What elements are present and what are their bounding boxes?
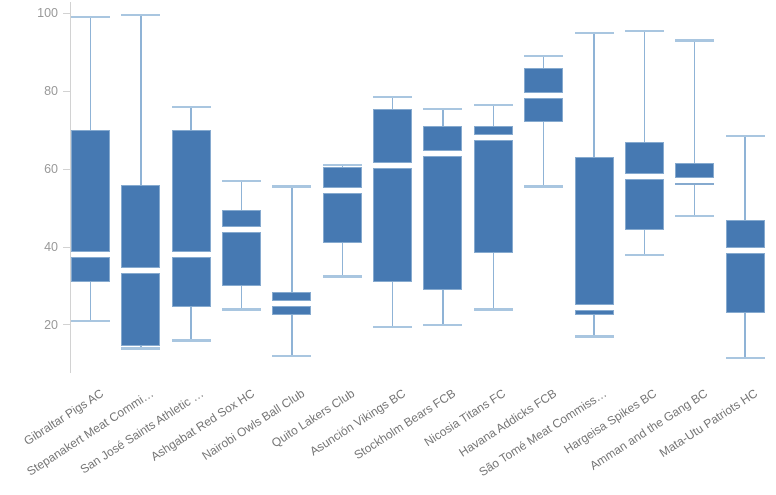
whisker-lower-stem bbox=[593, 315, 595, 337]
whisker-lower-stem bbox=[190, 307, 192, 341]
whisker-cap-low bbox=[624, 253, 664, 257]
whisker-upper-stem bbox=[291, 186, 293, 292]
box-median-q1 bbox=[675, 183, 715, 186]
whisker-cap-low bbox=[121, 347, 161, 350]
whisker-cap-high bbox=[624, 29, 664, 33]
box-q3-median bbox=[725, 219, 765, 249]
whisker-cap-high bbox=[71, 15, 110, 19]
box-median-q1 bbox=[272, 306, 312, 316]
whisker-lower-stem bbox=[240, 286, 243, 310]
whisker-upper-stem bbox=[89, 17, 92, 131]
whisker-cap-low bbox=[171, 339, 211, 342]
box-q3-median bbox=[473, 126, 513, 136]
whisker-cap-high bbox=[121, 13, 161, 17]
y-tick-label: 40 bbox=[44, 240, 58, 255]
y-tick-mark bbox=[63, 324, 70, 326]
y-tick-label: 100 bbox=[37, 6, 58, 21]
whisker-lower-stem bbox=[89, 282, 92, 322]
box-median-q1 bbox=[222, 232, 262, 286]
box-median-q1 bbox=[624, 179, 664, 230]
whisker-upper-stem bbox=[190, 106, 192, 131]
y-tick-mark bbox=[63, 90, 70, 92]
whisker-cap-high bbox=[524, 54, 564, 58]
y-tick-label: 80 bbox=[44, 84, 58, 99]
box-q3-median bbox=[624, 141, 664, 175]
whisker-lower-stem bbox=[693, 184, 696, 216]
box-q3-median bbox=[171, 130, 211, 253]
whisker-cap-high bbox=[322, 163, 362, 167]
whisker-cap-low bbox=[322, 275, 362, 278]
box-median-q1 bbox=[171, 257, 211, 308]
whisker-cap-low bbox=[71, 319, 110, 323]
y-tick-mark bbox=[63, 168, 70, 170]
box-q3-median bbox=[675, 163, 715, 179]
whisker-cap-low bbox=[725, 356, 765, 360]
box-q3-median bbox=[574, 157, 614, 305]
whisker-cap-high bbox=[373, 95, 413, 99]
whisker-cap-high bbox=[272, 185, 312, 188]
whisker-upper-stem bbox=[542, 56, 545, 68]
whisker-upper-stem bbox=[744, 136, 746, 220]
box-median-q1 bbox=[473, 140, 513, 253]
whisker-cap-high bbox=[423, 107, 463, 110]
y-tick-mark bbox=[63, 246, 70, 248]
box-median-q1 bbox=[524, 97, 564, 123]
box-q3-median bbox=[71, 130, 110, 253]
box-median-q1 bbox=[574, 309, 614, 316]
box-q3-median bbox=[423, 126, 463, 152]
whisker-cap-low bbox=[272, 354, 312, 358]
box-q3-median bbox=[373, 108, 413, 163]
whisker-lower-stem bbox=[341, 243, 343, 277]
y-axis-line bbox=[70, 2, 71, 373]
y-tick-mark bbox=[63, 12, 70, 14]
whisker-cap-low bbox=[574, 335, 614, 338]
whisker-cap-low bbox=[675, 214, 715, 218]
whisker-upper-stem bbox=[593, 32, 595, 158]
box-median-q1 bbox=[373, 167, 413, 283]
whisker-upper-stem bbox=[442, 108, 444, 127]
whisker-cap-high bbox=[171, 105, 211, 109]
whisker-lower-stem bbox=[492, 252, 495, 310]
whisker-cap-high bbox=[725, 134, 765, 138]
whisker-upper-stem bbox=[240, 180, 243, 211]
whisker-lower-stem bbox=[744, 313, 746, 359]
whisker-upper-stem bbox=[492, 104, 495, 127]
whisker-cap-low bbox=[473, 308, 513, 311]
box-q3-median bbox=[121, 184, 161, 268]
box-median-q1 bbox=[423, 156, 463, 290]
whisker-upper-stem bbox=[693, 40, 696, 164]
whisker-lower-stem bbox=[391, 282, 394, 327]
box-q3-median bbox=[222, 210, 262, 228]
box-median-q1 bbox=[121, 272, 161, 347]
whisker-cap-low bbox=[423, 323, 463, 327]
box-q3-median bbox=[524, 67, 564, 93]
y-tick-label: 60 bbox=[44, 162, 58, 177]
whisker-lower-stem bbox=[442, 289, 444, 325]
whisker-cap-low bbox=[524, 185, 564, 188]
whisker-cap-high bbox=[675, 39, 715, 42]
whisker-cap-high bbox=[222, 179, 262, 183]
whisker-cap-high bbox=[473, 103, 513, 107]
whisker-upper-stem bbox=[391, 97, 394, 109]
whisker-upper-stem bbox=[140, 15, 142, 185]
whisker-cap-low bbox=[373, 325, 413, 329]
whisker-upper-stem bbox=[643, 30, 646, 142]
box-q3-median bbox=[272, 291, 312, 302]
whisker-cap-low bbox=[222, 308, 262, 311]
whisker-lower-stem bbox=[291, 315, 293, 357]
y-tick-label: 20 bbox=[44, 317, 58, 332]
box-median-q1 bbox=[322, 193, 362, 244]
box-median-q1 bbox=[71, 257, 110, 283]
box-median-q1 bbox=[725, 253, 765, 314]
box-q3-median bbox=[322, 167, 362, 189]
whisker-lower-stem bbox=[542, 122, 545, 187]
whisker-lower-stem bbox=[643, 229, 646, 255]
whisker-cap-high bbox=[574, 31, 614, 35]
